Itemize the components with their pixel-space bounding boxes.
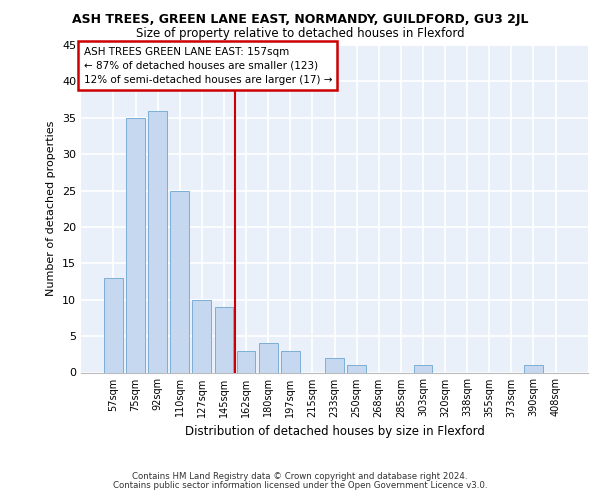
Bar [259, 344, 278, 372]
X-axis label: Distribution of detached houses by size in Flexford: Distribution of detached houses by size … [185, 425, 484, 438]
Bar [104, 278, 123, 372]
Bar [524, 365, 543, 372]
Bar [193, 300, 211, 372]
Bar [347, 365, 366, 372]
Bar [148, 110, 167, 372]
Bar [126, 118, 145, 372]
Bar [325, 358, 344, 372]
Bar [170, 190, 189, 372]
Text: Contains public sector information licensed under the Open Government Licence v3: Contains public sector information licen… [113, 481, 487, 490]
Text: ASH TREES GREEN LANE EAST: 157sqm
← 87% of detached houses are smaller (123)
12%: ASH TREES GREEN LANE EAST: 157sqm ← 87% … [83, 46, 332, 84]
Bar [281, 350, 299, 372]
Bar [236, 350, 256, 372]
Text: Contains HM Land Registry data © Crown copyright and database right 2024.: Contains HM Land Registry data © Crown c… [132, 472, 468, 481]
Bar [215, 307, 233, 372]
Text: Size of property relative to detached houses in Flexford: Size of property relative to detached ho… [136, 28, 464, 40]
Y-axis label: Number of detached properties: Number of detached properties [46, 121, 56, 296]
Text: ASH TREES, GREEN LANE EAST, NORMANDY, GUILDFORD, GU3 2JL: ASH TREES, GREEN LANE EAST, NORMANDY, GU… [72, 12, 528, 26]
Bar [413, 365, 433, 372]
